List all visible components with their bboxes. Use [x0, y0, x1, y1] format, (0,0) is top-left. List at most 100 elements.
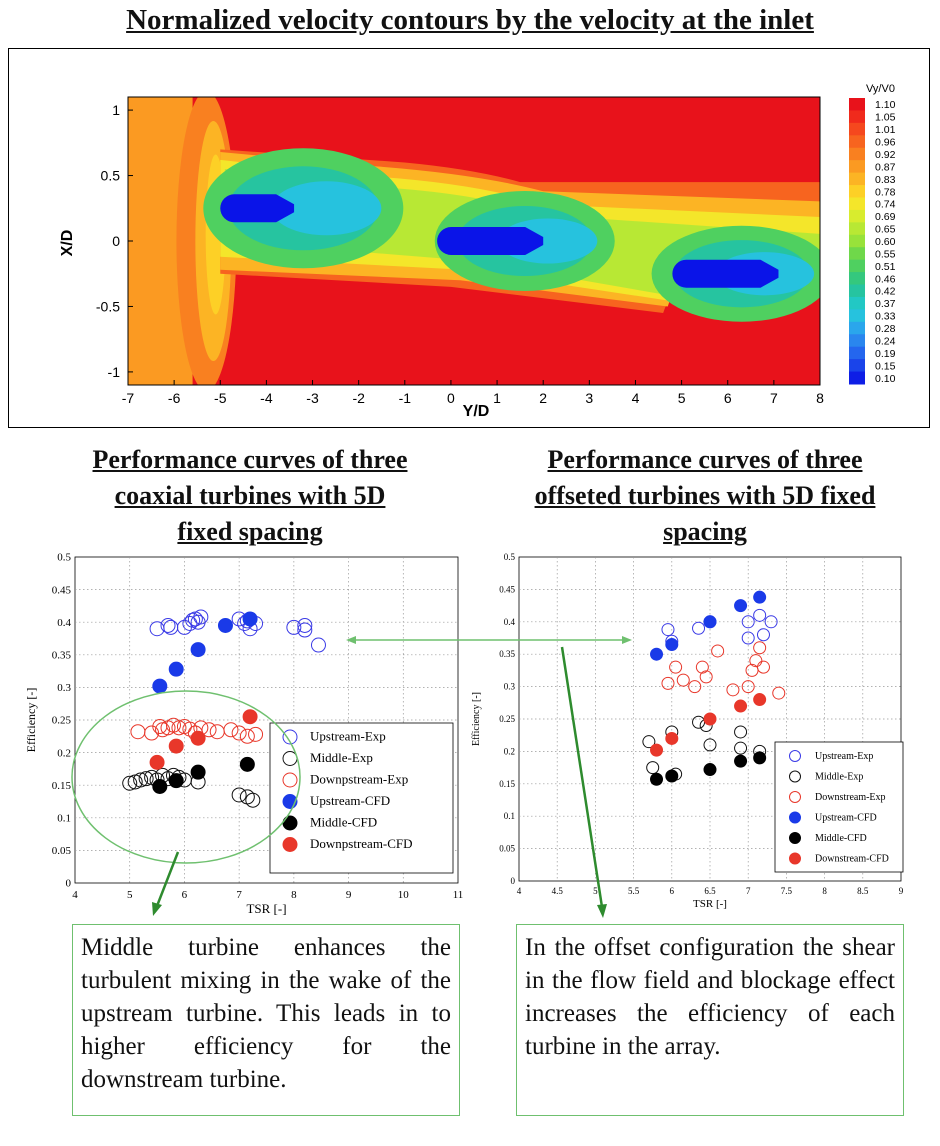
x-tick-label: 9 [899, 886, 904, 896]
x-tick-label: 11 [453, 889, 464, 901]
legend-label: Downstream-CFD [815, 854, 889, 865]
y-tick-label: 0.25 [499, 714, 515, 724]
open-data-point [297, 617, 313, 633]
y-tick-label: 0.4 [57, 617, 71, 629]
filled-data-point [168, 738, 184, 754]
y-tick-label: 0.05 [499, 844, 515, 854]
y-tick-label: 0.3 [504, 682, 516, 692]
legend-marker [789, 770, 801, 783]
chart-x-label: TSR [-] [693, 898, 727, 910]
y-tick-label: 0.5 [57, 552, 71, 564]
filled-data-point [665, 637, 679, 651]
open-data-point [661, 623, 675, 637]
open-data-point [753, 641, 767, 655]
x-tick-label: 4 [72, 889, 78, 901]
open-data-point [688, 680, 702, 694]
y-tick-label: 0.35 [499, 649, 515, 659]
open-data-point [695, 660, 709, 674]
filled-data-point [168, 661, 184, 677]
filled-data-point [217, 617, 233, 633]
filled-data-point [703, 615, 717, 629]
y-tick-label: 0.45 [499, 584, 515, 594]
x-tick-label: 8 [291, 889, 297, 901]
open-data-point [734, 725, 748, 739]
filled-data-point [650, 647, 664, 661]
open-data-point [646, 761, 660, 775]
legend-label: Upstream-Exp [815, 751, 873, 762]
open-data-point [692, 621, 706, 635]
series-5 [650, 693, 767, 757]
y-tick-label: 0.4 [504, 617, 516, 627]
x-tick-label: 7.5 [781, 886, 793, 896]
legend-label: Upstream-Exp [310, 729, 386, 744]
y-tick-label: 0.1 [504, 811, 515, 821]
open-data-point [182, 616, 198, 632]
legend-box [774, 741, 904, 873]
open-data-point [310, 637, 326, 653]
contour-panel [8, 48, 930, 428]
y-tick-label: 0.05 [52, 845, 72, 857]
open-data-point [661, 676, 675, 690]
open-data-point [703, 738, 717, 752]
legend-marker [789, 750, 801, 762]
legend-marker [789, 832, 801, 844]
x-tick-label: 4 [517, 886, 522, 896]
x-tick-label: 8.5 [857, 886, 869, 896]
coaxial-chart-title: Performance curves of three coaxial turb… [92, 445, 408, 546]
filled-data-point [152, 678, 168, 694]
y-tick-label: 0.35 [52, 649, 72, 661]
y-tick-label: 0.25 [52, 715, 72, 727]
filled-data-point [650, 743, 664, 757]
legend-marker [789, 791, 801, 803]
filled-data-point [703, 763, 717, 777]
open-data-point [756, 660, 770, 674]
legend-label: Upstream-CFD [310, 793, 390, 808]
legend-marker [282, 794, 298, 809]
open-data-point [699, 670, 713, 684]
y-tick-label: 0.5 [504, 552, 516, 562]
open-data-point [297, 622, 313, 638]
open-data-point [772, 686, 786, 700]
filled-data-point [665, 769, 679, 783]
filled-data-point [239, 756, 255, 772]
y-tick-label: 0.1 [57, 812, 71, 824]
x-tick-label: 7 [746, 886, 751, 896]
legend-label: Downstream-Exp [815, 792, 886, 803]
x-tick-label: 7 [236, 889, 242, 901]
legend-marker [282, 815, 298, 831]
open-data-point [669, 660, 683, 674]
filled-data-point [650, 772, 664, 786]
series-2 [661, 641, 786, 700]
chart-y-label: Efficiency [-] [471, 692, 482, 746]
offset-chart-title: Performance curves of three offseted tur… [534, 445, 876, 546]
x-tick-label: 6.5 [704, 886, 716, 896]
chart-y-label: Efficiency [-] [24, 688, 38, 753]
open-data-point [286, 619, 302, 635]
filled-data-point [190, 642, 206, 658]
y-tick-label: 0.2 [504, 746, 515, 756]
filled-data-point [734, 599, 748, 613]
x-tick-label: 10 [398, 889, 410, 901]
x-tick-label: 4.5 [552, 886, 564, 896]
y-tick-label: 0 [66, 878, 72, 890]
coaxial-note: Middle turbine enhances the turbulent mi… [72, 924, 460, 1116]
legend-marker [789, 852, 801, 865]
filled-data-point [753, 590, 767, 604]
coaxial-efficiency-chart: 4 5 6 7 8 9 10 11 0 0.05 0.1 0.15 0.2 0.25 0.3 0.35 0.4 0… [24, 552, 464, 916]
x-tick-label: 5 [593, 886, 598, 896]
x-tick-label: 5 [127, 889, 133, 901]
filled-data-point [703, 712, 717, 726]
filled-data-point [753, 693, 767, 707]
filled-data-point [665, 731, 679, 745]
x-tick-label: 6 [182, 889, 188, 901]
offset-note: In the offset configuration the shear in… [516, 924, 904, 1116]
filled-data-point [168, 773, 184, 789]
filled-data-point [242, 709, 258, 725]
legend-label: Middle-CFD [310, 815, 377, 830]
legend-label: Downpstream-CFD [310, 836, 413, 851]
open-data-point [642, 735, 656, 749]
series-3 [152, 611, 258, 694]
open-data-point [741, 631, 755, 645]
x-tick-label: 8 [822, 886, 827, 896]
offset-efficiency-chart: 4 4.5 5 5.5 6 6.5 7 7.5 8 8.5 9 0 0.05 0.1 0.15 0.2 0.25… [471, 552, 904, 910]
